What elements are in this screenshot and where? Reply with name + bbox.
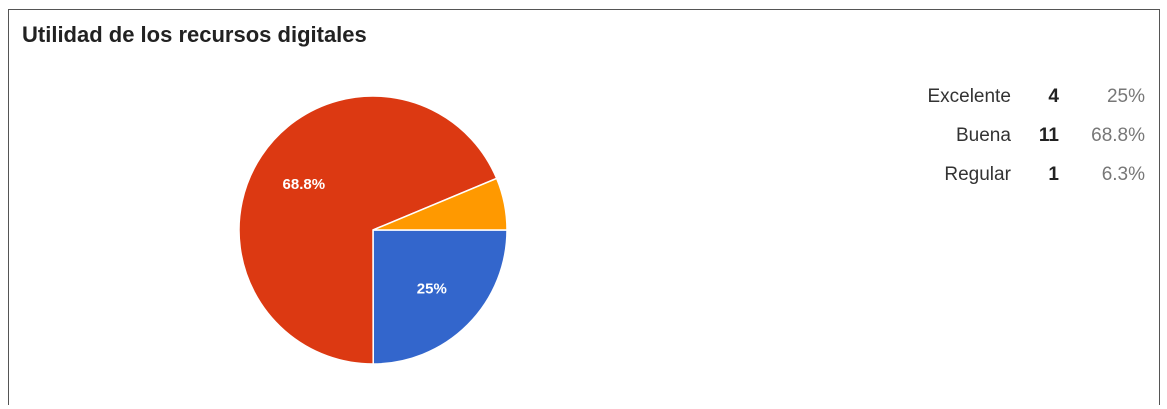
slice-label-excelente: 25%: [417, 281, 447, 298]
summary-percent: 68.8%: [1091, 124, 1145, 146]
pie-slice-regular[interactable]: [372, 177, 508, 231]
summary-label: Buena: [955, 124, 1011, 146]
summary-row: Buena 11 68.8%: [927, 117, 1145, 156]
summary-table: Excelente 4 25% Buena 11 68.8% Regular 1 6.3%: [927, 78, 1145, 195]
summary-count: 4: [1048, 85, 1059, 107]
chart-title: Utilidad de los recursos digitales: [22, 22, 367, 47]
summary-label: Regular: [944, 163, 1011, 185]
pie-slice-excelente[interactable]: [372, 229, 508, 365]
summary-row: Excelente 4 25%: [927, 78, 1145, 117]
chart-card: [8, 9, 1160, 405]
slice-label-buena: 68.8%: [283, 176, 326, 193]
summary-count: 1: [1048, 163, 1059, 185]
summary-count: 11: [1038, 124, 1059, 146]
summary-row: Regular 1 6.3%: [927, 156, 1145, 195]
summary-percent: 25%: [1106, 85, 1145, 107]
summary-label: Excelente: [927, 85, 1011, 107]
pie-slice-buena[interactable]: [238, 95, 498, 365]
summary-percent: 6.3%: [1101, 163, 1145, 185]
